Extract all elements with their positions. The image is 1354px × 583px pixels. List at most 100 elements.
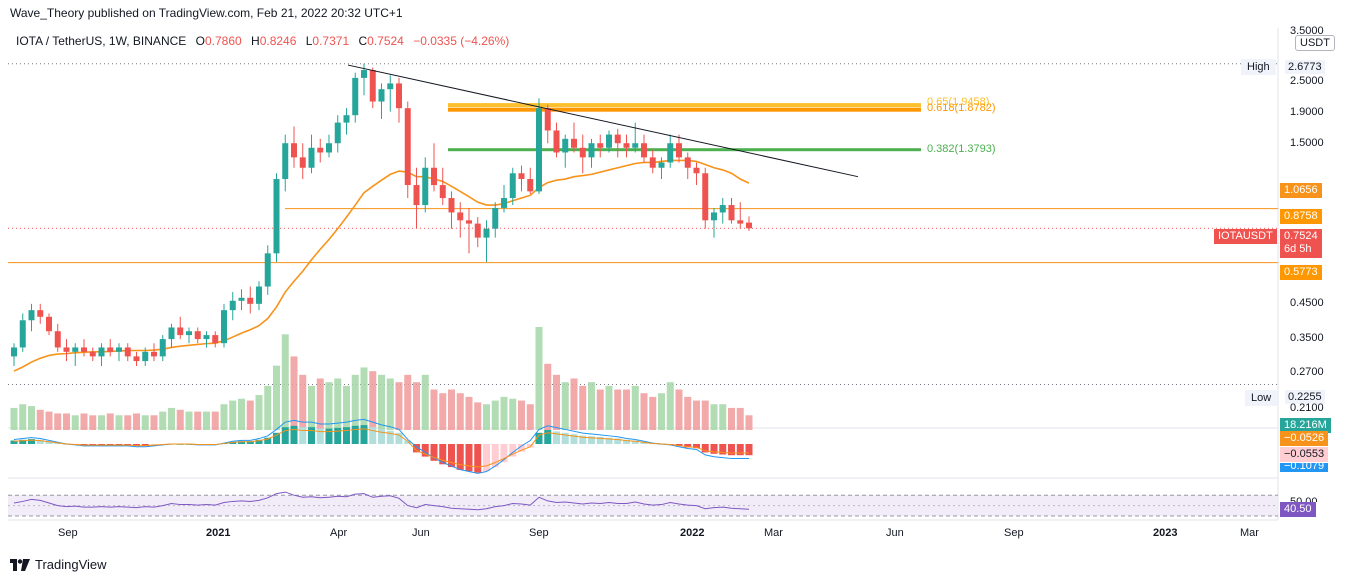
candle-body	[597, 143, 604, 148]
symbol-name[interactable]: IOTA / TetherUS, 1W, BINANCE	[16, 34, 187, 48]
macd-histogram-bar	[745, 444, 753, 456]
fib-065-band	[448, 103, 921, 108]
candle-body	[457, 212, 464, 221]
candle-body	[702, 173, 709, 221]
macd-histogram-bar	[448, 444, 455, 468]
macd-line-marker: −0.1079	[1280, 463, 1329, 472]
x-label-jun-2022: Jun	[886, 527, 904, 539]
macd-histogram-bar	[19, 439, 27, 444]
candle-body	[334, 122, 341, 144]
volume-bar	[649, 396, 657, 430]
macd-histogram-bar	[45, 441, 53, 444]
candle-body	[728, 205, 735, 221]
upper-level-marker: 0.8758	[1280, 209, 1322, 224]
macd-histogram-bar	[264, 437, 272, 444]
volume-bar	[693, 400, 700, 430]
volume-bar	[684, 396, 692, 430]
bar-countdown: 6d 5h	[1284, 243, 1312, 255]
macd-histogram-bar	[640, 441, 648, 444]
candle-body	[431, 167, 437, 186]
macd-histogram-bar	[378, 429, 385, 444]
volume-bar	[605, 385, 613, 430]
volume-bar	[325, 382, 333, 430]
volume-bar	[176, 409, 184, 430]
macd-histogram-bar	[10, 440, 18, 444]
axis-label-1500: 1.5000	[1290, 137, 1324, 149]
candle-body	[361, 70, 367, 78]
macd-histogram-bar	[413, 444, 420, 453]
macd-histogram-bar	[675, 444, 683, 447]
candle-body	[641, 143, 647, 158]
macd-histogram-bar	[439, 444, 447, 465]
macd-histogram-bar	[614, 438, 622, 444]
macd-histogram-bar	[308, 427, 315, 444]
axis-label-high: 2.6773	[1285, 60, 1325, 74]
candle-body	[37, 310, 44, 317]
volume-bar	[360, 367, 368, 430]
candle-body	[247, 297, 254, 304]
last-price-marker: 0.7524 6d 5h	[1280, 229, 1322, 258]
candle-body	[518, 173, 525, 180]
volume-marker: 18.216M	[1280, 418, 1331, 433]
macd-histogram-bar	[605, 437, 613, 444]
candle-body	[116, 347, 122, 352]
axis-label-low: 0.2255	[1285, 390, 1325, 404]
candle-body	[291, 143, 297, 158]
volume-bar	[369, 371, 377, 430]
volume-bar	[553, 374, 560, 430]
macd-histogram-bar	[500, 444, 508, 463]
volume-bar	[351, 374, 359, 430]
volume-bar	[456, 393, 464, 430]
volume-bar	[395, 382, 403, 430]
volume-bar	[500, 396, 508, 430]
candle-body	[72, 347, 79, 352]
macd-histogram-bar	[133, 444, 140, 447]
volume-bar	[544, 363, 552, 430]
macd-histogram-bar	[395, 432, 403, 444]
volume-bar	[19, 404, 27, 430]
low-value: 0.7371	[312, 34, 350, 48]
macd-histogram-bar	[141, 444, 149, 447]
candle-body	[404, 108, 411, 186]
macd-histogram-bar	[623, 439, 630, 444]
high-label: H	[251, 34, 260, 48]
candle-body	[317, 147, 324, 153]
candle-body	[229, 300, 236, 311]
candle-body	[142, 351, 149, 362]
volume-bar	[264, 385, 272, 430]
tradingview-logo-icon	[10, 558, 30, 571]
macd-histogram-bar	[369, 427, 377, 444]
volume-bar	[710, 404, 718, 430]
volume-bar	[719, 404, 727, 430]
candle-body	[203, 335, 210, 340]
ticker-badge: IOTAUSDT	[1214, 229, 1277, 244]
macd-histogram-bar	[404, 440, 412, 444]
volume-bar	[404, 374, 412, 430]
volume-bar	[150, 415, 158, 430]
macd-histogram-bar	[456, 444, 464, 470]
axis-label-4500: 0.4500	[1290, 297, 1324, 309]
tradingview-brand[interactable]: TradingView	[10, 557, 107, 572]
candle-body	[194, 331, 201, 340]
candle-body	[308, 147, 315, 168]
volume-bar	[535, 327, 543, 430]
macd-histogram-bar	[28, 439, 35, 444]
macd-histogram-bar	[360, 425, 368, 444]
volume-bar	[491, 400, 499, 430]
x-label-apr: Apr	[330, 527, 348, 539]
volume-bar	[509, 398, 517, 430]
candle-body	[483, 228, 490, 238]
volume-bar	[63, 413, 70, 430]
candle-body	[396, 83, 402, 109]
macd-histogram-bar	[299, 427, 307, 444]
candle-body	[474, 223, 481, 238]
candle-body	[19, 320, 26, 348]
currency-badge[interactable]: USDT	[1295, 35, 1335, 51]
macd-histogram-bar	[465, 444, 473, 472]
volume-bar	[666, 382, 674, 430]
volume-bar	[701, 400, 709, 430]
volume-bar	[579, 385, 587, 430]
macd-histogram-bar	[343, 427, 350, 444]
volume-bar	[448, 389, 455, 430]
